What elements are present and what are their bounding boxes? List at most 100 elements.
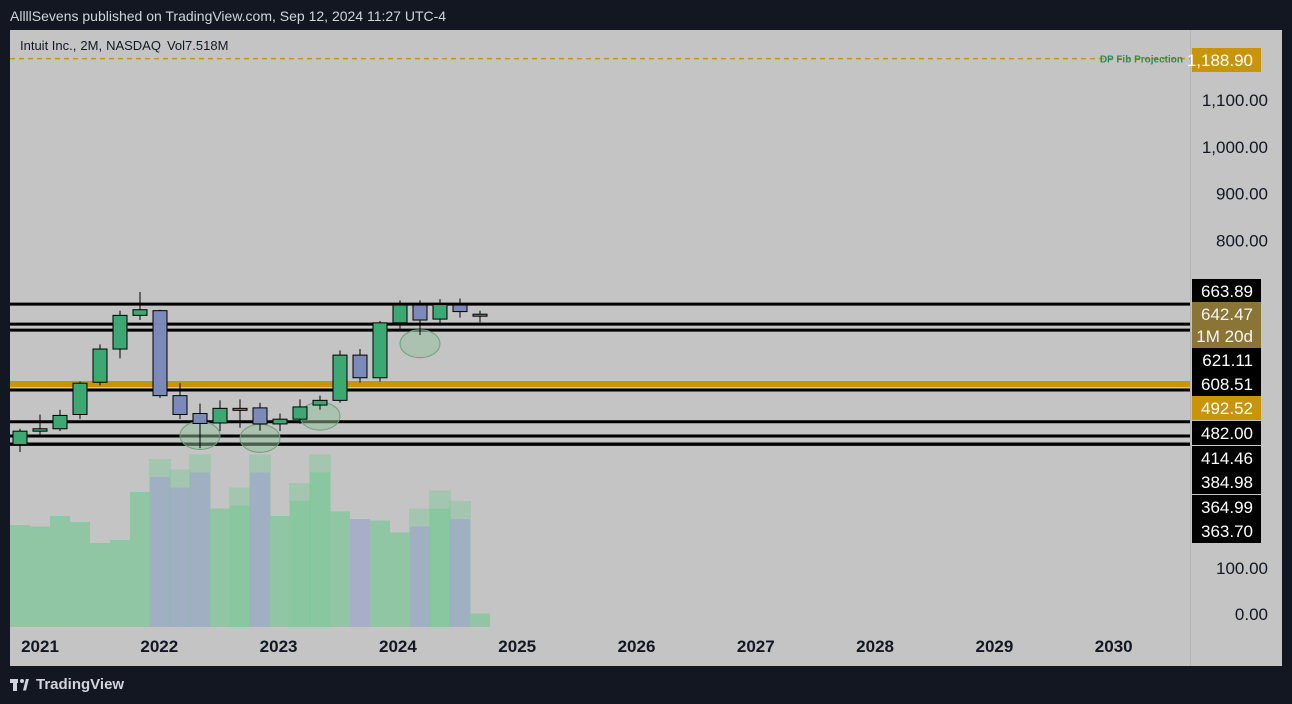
x-tick-label: 2021	[21, 637, 59, 656]
volume-bar	[230, 505, 250, 627]
volume-bar	[70, 522, 90, 627]
volume-bar	[50, 516, 70, 627]
price-tag	[1192, 302, 1261, 348]
price-tag-label: 482.00	[1201, 424, 1253, 443]
candle-body[interactable]	[352, 354, 368, 379]
candle-body[interactable]	[452, 304, 468, 313]
symbol-interval[interactable]: 2M	[80, 38, 99, 53]
price-tag-label: 363.70	[1201, 522, 1253, 541]
volume-bar	[370, 520, 390, 627]
volume-bar	[250, 472, 270, 627]
volume-bar	[310, 472, 330, 627]
y-tick-label: 0.00	[1235, 605, 1268, 624]
x-tick-label: 2024	[379, 637, 417, 656]
candle-body[interactable]	[292, 406, 308, 420]
candle-body[interactable]	[52, 414, 68, 430]
volume-bar	[350, 519, 370, 627]
volume-bar	[290, 501, 310, 627]
candle-body[interactable]	[252, 407, 268, 425]
y-tick-label: 100.00	[1216, 559, 1268, 578]
price-tag	[1192, 421, 1261, 445]
price-tag	[1192, 48, 1261, 72]
candle-body[interactable]	[412, 304, 428, 321]
volume-bar	[210, 508, 230, 627]
price-tag	[1192, 348, 1261, 372]
candle-body[interactable]	[392, 304, 408, 324]
brand-name: TradingView	[36, 676, 125, 693]
price-tag	[1192, 279, 1261, 303]
price-tag-label: 384.98	[1201, 473, 1253, 492]
candle-body[interactable]	[152, 310, 168, 397]
symbol-exchange: NASDAQ	[106, 38, 161, 53]
y-tick-label: 1,000.00	[1202, 138, 1268, 157]
price-tag-label: 642.47	[1201, 305, 1253, 324]
volume-bar	[410, 526, 430, 627]
candle-body[interactable]	[32, 428, 48, 432]
publish-info: AllllSevens published on TradingView.com…	[10, 8, 447, 24]
volume-bar	[110, 540, 130, 627]
price-tag-label: 492.52	[1201, 399, 1253, 418]
volume-bar	[90, 543, 110, 627]
candle-body[interactable]	[212, 407, 228, 424]
fib-projection-annotation: DP Fib Projection	[1100, 55, 1183, 66]
tradingview-logo-icon	[10, 678, 30, 691]
price-tag-label: 414.46	[1201, 449, 1253, 468]
x-tick-label: 2022	[140, 637, 178, 656]
x-tick-label: 2029	[975, 637, 1013, 656]
candle-body[interactable]	[432, 304, 448, 320]
gold-level-line	[10, 380, 1190, 387]
volume-bar	[150, 477, 170, 627]
price-tag	[1192, 470, 1261, 494]
price-tag-label: 663.89	[1201, 282, 1253, 301]
candle-body[interactable]	[372, 322, 388, 379]
footer: TradingView	[0, 666, 1292, 704]
candle-body[interactable]	[192, 413, 208, 424]
y-tick-label: 800.00	[1216, 232, 1268, 251]
volume-bar	[10, 525, 30, 627]
volume-bar	[390, 532, 410, 627]
price-tag	[1192, 372, 1261, 396]
candle-body[interactable]	[132, 309, 148, 316]
price-tag	[1192, 446, 1261, 470]
x-tick-label: 2025	[498, 637, 536, 656]
candle-body[interactable]	[12, 430, 28, 446]
price-tag	[1192, 396, 1261, 420]
price-tag-label: 621.11	[1202, 351, 1253, 370]
candle-body[interactable]	[472, 313, 488, 317]
x-tick-label: 2028	[856, 637, 894, 656]
candle-body[interactable]	[232, 407, 248, 411]
volume-bar	[450, 519, 470, 627]
x-tick-label: 2027	[737, 637, 775, 656]
price-axis-separator	[1190, 30, 1191, 666]
candle-body[interactable]	[172, 395, 188, 415]
countdown-label: 1M 20d	[1196, 327, 1253, 346]
volume-bar	[430, 508, 450, 627]
candle-body[interactable]	[112, 314, 128, 350]
candle-body[interactable]	[92, 348, 108, 383]
volume-bar	[270, 516, 290, 627]
candle-body[interactable]	[312, 399, 328, 406]
candle-body[interactable]	[332, 354, 348, 401]
symbol-name: Intuit Inc.	[20, 38, 73, 53]
volume-bar	[330, 511, 350, 627]
volume-bar	[470, 613, 490, 627]
y-tick-label: 1,100.00	[1202, 91, 1268, 110]
symbol-legend: Intuit Inc., 2M, NASDAQ Vol7.518M	[20, 38, 229, 53]
price-tag-label: 608.51	[1201, 375, 1253, 394]
volume-bar	[170, 487, 190, 627]
x-tick-label: 2026	[618, 637, 656, 656]
price-tag-label: 1,188.90	[1187, 51, 1253, 70]
x-tick-label: 2023	[260, 637, 298, 656]
x-tick-label: 2030	[1095, 637, 1133, 656]
symbol-volume: Vol7.518M	[166, 38, 229, 53]
candle-body[interactable]	[72, 382, 88, 415]
volume-bar	[130, 492, 150, 627]
publish-header: AllllSevens published on TradingView.com…	[0, 0, 1292, 30]
price-tag-label: 364.99	[1201, 498, 1253, 517]
volume-bar	[30, 526, 50, 627]
candle-body[interactable]	[272, 418, 288, 425]
y-tick-label: 900.00	[1216, 185, 1268, 204]
volume-bar	[190, 472, 210, 627]
tradingview-logo[interactable]: TradingView	[10, 676, 124, 693]
